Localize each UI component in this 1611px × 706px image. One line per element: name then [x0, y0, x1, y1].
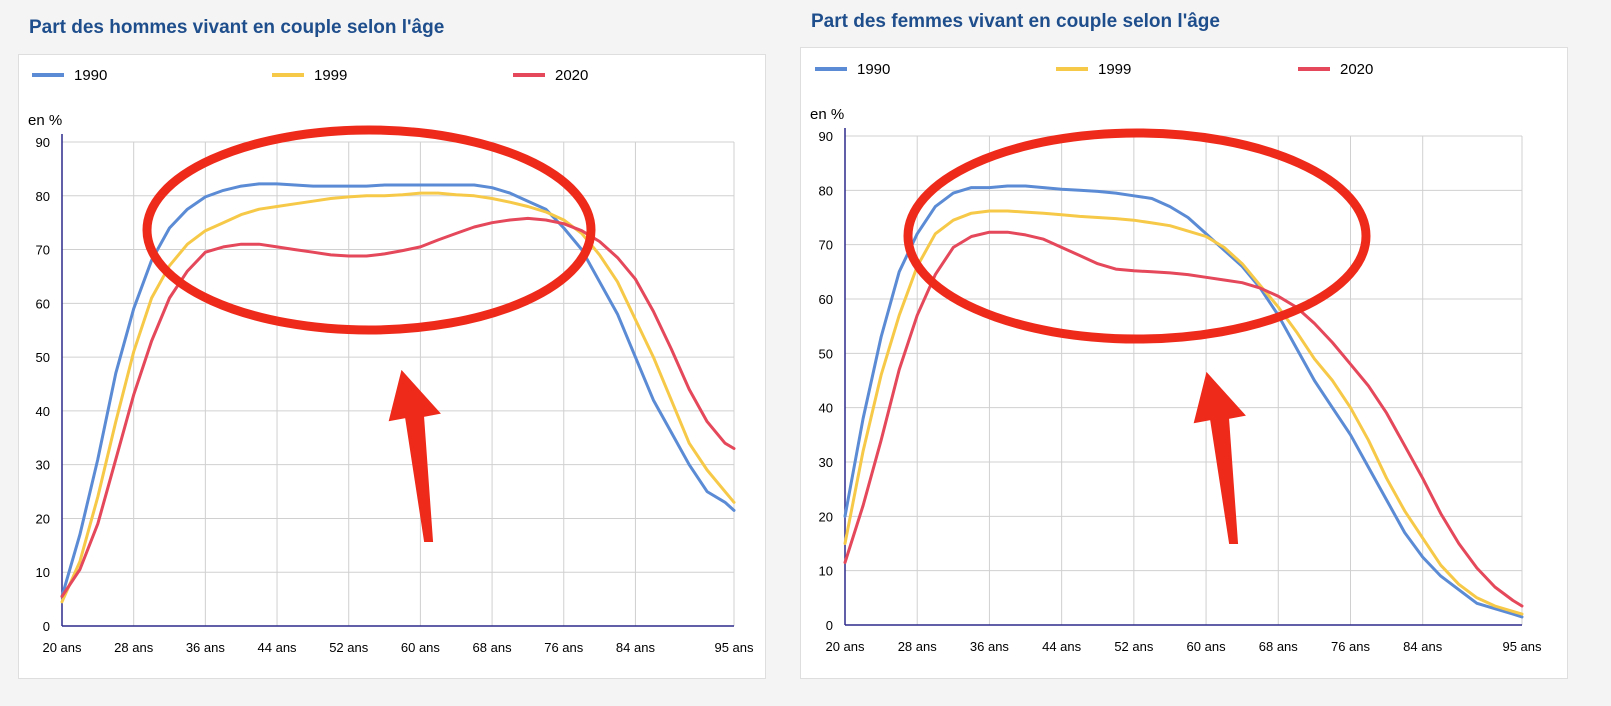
x-tick-label-women: 52 ans [1114, 639, 1154, 654]
y-tick-label-men: 40 [36, 404, 50, 419]
y-tick-label-women: 40 [819, 401, 833, 416]
x-tick-label-women: 28 ans [898, 639, 938, 654]
x-tick-label-men: 36 ans [186, 640, 226, 655]
y-tick-label-men: 20 [36, 511, 50, 526]
legend-label-2020-men: 2020 [555, 67, 588, 84]
y-axis-label-women: en % [810, 106, 844, 123]
annotation-arrow-men [388, 369, 441, 542]
chart-women: 0 10 20 30 40 50 60 70 80 90 20 ans 28 ans 36 ans 44 … [815, 61, 1542, 654]
chart-men: 0 10 20 30 40 50 60 70 80 90 20 ans 28 ans 36 ans 44 … [32, 67, 754, 655]
series-line-2020-women [843, 230, 1524, 608]
x-tick-label-women: 68 ans [1259, 639, 1299, 654]
series-line-1999-men [60, 191, 736, 604]
y-tick-label-women: 60 [819, 292, 833, 307]
x-tick-label-women: 95 ans [1502, 639, 1542, 654]
series-line-2020-men [60, 216, 736, 598]
legend-label-1999-women: 1999 [1098, 61, 1131, 78]
x-tick-label-men: 20 ans [42, 640, 82, 655]
y-tick-label-women: 90 [819, 129, 833, 144]
y-tick-label-women: 30 [819, 455, 833, 470]
x-tick-label-men: 28 ans [114, 640, 154, 655]
x-tick-label-women: 20 ans [825, 639, 865, 654]
y-tick-label-men: 50 [36, 350, 50, 365]
annotation-ellipse-men [142, 125, 596, 335]
chart-title-men: Part des hommes vivant en couple selon l… [29, 17, 445, 38]
y-tick-label-women: 70 [819, 238, 833, 253]
y-tick-label-women: 20 [819, 509, 833, 524]
x-tick-label-men: 52 ans [329, 640, 369, 655]
y-tick-label-women: 10 [819, 564, 833, 579]
x-tick-label-women: 44 ans [1042, 639, 1082, 654]
y-tick-label-men: 0 [43, 619, 50, 634]
x-tick-label-men: 95 ans [714, 640, 754, 655]
series-line-1999-women [843, 209, 1524, 616]
y-tick-label-men: 30 [36, 458, 50, 473]
x-tick-label-men: 84 ans [616, 640, 656, 655]
x-tick-label-women: 60 ans [1187, 639, 1227, 654]
x-tick-label-women: 36 ans [970, 639, 1010, 654]
x-tick-label-men: 76 ans [544, 640, 584, 655]
y-tick-label-men: 70 [36, 243, 50, 258]
y-tick-label-men: 10 [36, 565, 50, 580]
x-tick-label-women: 76 ans [1331, 639, 1371, 654]
legend-label-1999-men: 1999 [314, 67, 347, 84]
chart-title-women: Part des femmes vivant en couple selon l… [811, 11, 1220, 32]
annotation-ellipse-women [903, 128, 1371, 344]
legend-label-1990-women: 1990 [857, 61, 890, 78]
y-tick-label-men: 90 [36, 135, 50, 150]
y-tick-label-men: 80 [36, 189, 50, 204]
x-tick-label-men: 44 ans [258, 640, 298, 655]
series-line-1990-women [843, 184, 1524, 619]
y-axis-label-men: en % [28, 112, 62, 129]
y-tick-label-men: 60 [36, 296, 50, 311]
annotation-layer [142, 125, 1371, 544]
y-tick-label-women: 80 [819, 183, 833, 198]
y-tick-label-women: 0 [826, 618, 833, 633]
legend-label-1990-men: 1990 [74, 67, 107, 84]
y-tick-label-women: 50 [819, 346, 833, 361]
annotation-arrow-women [1193, 371, 1246, 544]
x-tick-label-women: 84 ans [1403, 639, 1443, 654]
series-line-1990-men [60, 182, 736, 598]
x-tick-label-men: 60 ans [401, 640, 441, 655]
legend-label-2020-women: 2020 [1340, 61, 1373, 78]
x-tick-label-men: 68 ans [473, 640, 513, 655]
